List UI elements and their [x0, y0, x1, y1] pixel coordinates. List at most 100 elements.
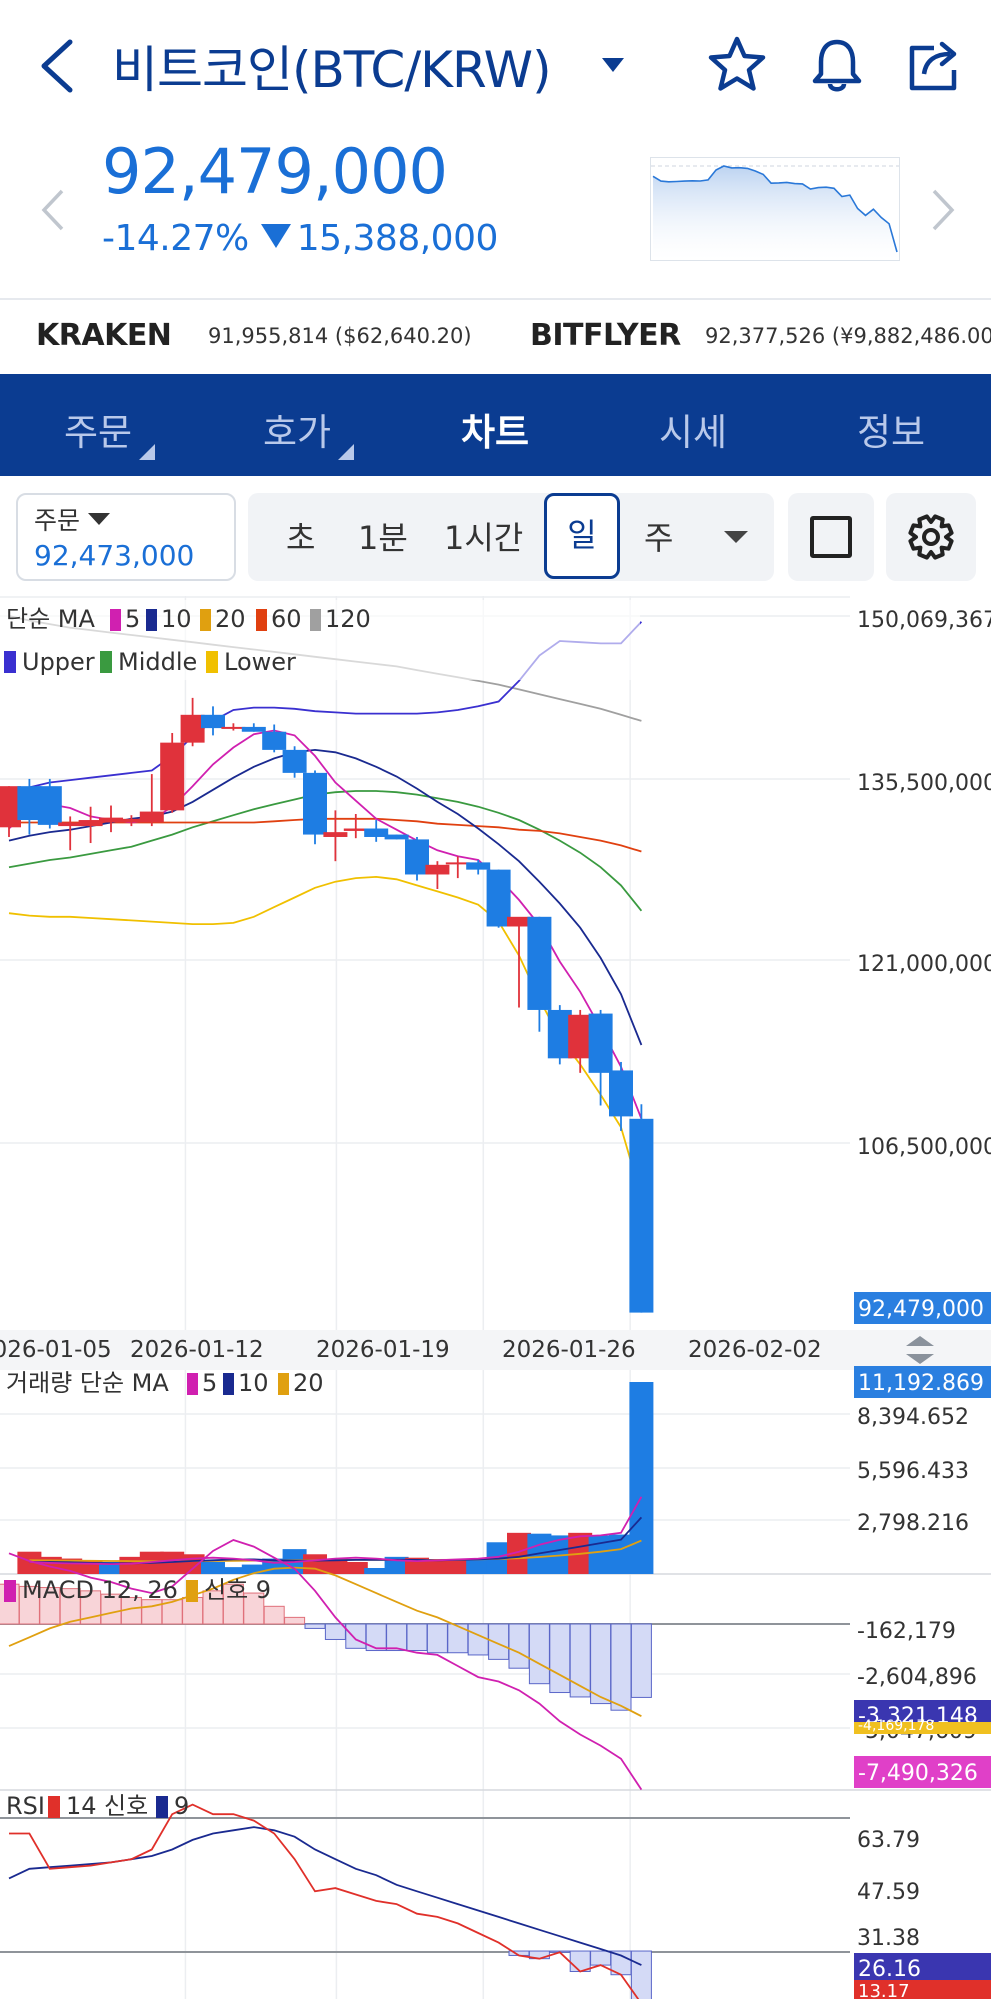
candle-body: [343, 828, 368, 831]
prev-coin-icon[interactable]: [36, 185, 70, 235]
macd-histogram-bar: [406, 1623, 428, 1652]
rsi-oversold-bar: [630, 1950, 652, 1999]
macd-histogram-bar: [304, 1623, 326, 1629]
vol-ma20-legend: 20: [293, 1369, 324, 1397]
candle-body: [241, 726, 266, 732]
page-title[interactable]: 비트코인(BTC/KRW): [112, 41, 552, 99]
ma60-legend: 60: [271, 605, 302, 633]
volume-last-label: 11,192.869: [858, 1371, 984, 1396]
volume-last-tag: [854, 1366, 991, 1398]
back-icon[interactable]: [36, 36, 80, 96]
candle-body: [547, 1009, 572, 1059]
exchange-name: BITFLYER: [530, 318, 681, 353]
date-label: 2026-02-02: [688, 1337, 822, 1363]
volume-bar: [323, 1558, 348, 1574]
order-price-selector[interactable]: 주문 92,473,000: [16, 493, 236, 581]
macd-legend: MACD 12, 26 신호 9: [4, 1576, 271, 1604]
date-label: 2026-01-12: [130, 1337, 264, 1363]
order-price-value: 92,473,000: [34, 539, 195, 572]
macd-line: [8, 1539, 643, 1791]
candle-body: [466, 862, 491, 870]
tab-corner-icon: [338, 444, 354, 460]
candle-body: [568, 1014, 593, 1059]
tab-corner-icon: [139, 444, 155, 460]
candle-body: [99, 817, 123, 823]
macd-signal-tag: [854, 1722, 991, 1734]
rsi-last-tag: [854, 1980, 991, 1999]
tab-market-price[interactable]: 시세: [658, 411, 728, 454]
chart-type-button[interactable]: [788, 493, 874, 581]
candle-body: [323, 832, 348, 837]
period-more-icon[interactable]: [724, 531, 748, 543]
macd-histogram-bar: [508, 1623, 530, 1669]
period-day[interactable]: 일: [544, 493, 620, 579]
period-1min[interactable]: 1분: [358, 519, 408, 557]
period-second[interactable]: 초: [286, 519, 316, 557]
candle-body: [282, 749, 307, 773]
macd-histogram-bar: [263, 1605, 285, 1625]
rsi-last-value: 13.17: [858, 1981, 910, 1999]
period-1hour[interactable]: 1시간: [444, 519, 524, 557]
panel-resize-icon[interactable]: [906, 1336, 934, 1364]
bell-icon[interactable]: [806, 34, 868, 96]
vol-ma5-legend: 5: [202, 1369, 217, 1397]
rsi-axis-label: 31.38: [857, 1926, 920, 1951]
share-icon[interactable]: [904, 34, 966, 96]
candle-body: [58, 822, 83, 827]
price-axis-label: 106,500,000: [857, 1135, 991, 1160]
caret-down-icon[interactable]: [600, 55, 626, 75]
main-tabs: 주문 호가 차트 시세 정보: [0, 374, 991, 476]
macd-legend-label: MACD 12, 26: [22, 1576, 178, 1604]
volume-bar: [99, 1561, 123, 1574]
macd-axis-label: -162,179: [857, 1619, 956, 1644]
macd-histogram-bar: [610, 1623, 632, 1711]
chart-settings-button[interactable]: [886, 493, 976, 581]
mini-price-chart: [650, 157, 900, 261]
next-coin-icon[interactable]: [926, 185, 960, 235]
star-icon[interactable]: [706, 34, 768, 96]
candle-body: [303, 772, 327, 835]
chart-area[interactable]: 단순 MA 5 10 20 60 120 Upper Middle Lower …: [0, 596, 991, 1999]
volume-bar: [343, 1561, 368, 1574]
ma-legend-label: 단순 MA: [6, 605, 95, 633]
volume-bar: [466, 1558, 491, 1574]
candle-body: [364, 828, 389, 837]
caret-down-icon: [88, 513, 110, 525]
rsi-signal-legend: 신호: [104, 1792, 148, 1820]
candle-body: [629, 1118, 654, 1313]
candle-body: [609, 1070, 633, 1117]
exchange-name: KRAKEN: [36, 318, 172, 353]
candle-body: [180, 714, 205, 743]
rsi-period-legend: 14: [66, 1792, 97, 1820]
macd-last-tag: [854, 1756, 991, 1788]
volume-legend-label: 거래량 단순 MA: [6, 1369, 169, 1397]
volume-axis-label: 5,596.433: [857, 1459, 969, 1484]
candle-body: [486, 869, 511, 927]
volume-bar: [119, 1556, 144, 1574]
candle-body: [160, 742, 185, 811]
macd-histogram-bar: [345, 1623, 367, 1649]
ma5-legend: 5: [125, 605, 140, 633]
candle-body: [445, 862, 470, 865]
rsi-axis-label: 47.59: [857, 1880, 920, 1905]
macd-last-label: -7,490,326: [858, 1761, 978, 1786]
rsi-signal-value: 26.16: [858, 1957, 921, 1982]
tab-order[interactable]: 주문: [63, 411, 133, 454]
date-axis: [0, 1330, 991, 1370]
exchange-value: 91,955,814 ($62,640.20): [208, 324, 472, 348]
gear-icon: [908, 514, 954, 560]
tab-info[interactable]: 정보: [856, 411, 926, 454]
change-amount: 15,388,000: [296, 218, 499, 259]
change-percent: -14.27%: [102, 218, 249, 259]
macd-signal-line: [8, 1566, 642, 1718]
last-price-tag: [854, 1292, 991, 1324]
macd-histogram-bar: [528, 1623, 550, 1685]
candle-body: [588, 1013, 613, 1073]
period-week[interactable]: 주: [644, 519, 674, 557]
price-change: -14.27% 15,388,000: [102, 218, 498, 259]
tab-orderbook[interactable]: 호가: [262, 411, 332, 454]
volume-bar: [629, 1382, 654, 1574]
order-label: 주문: [34, 506, 81, 535]
tab-chart[interactable]: 차트: [460, 411, 530, 454]
price-axis-label: 150,069,367: [857, 608, 991, 633]
